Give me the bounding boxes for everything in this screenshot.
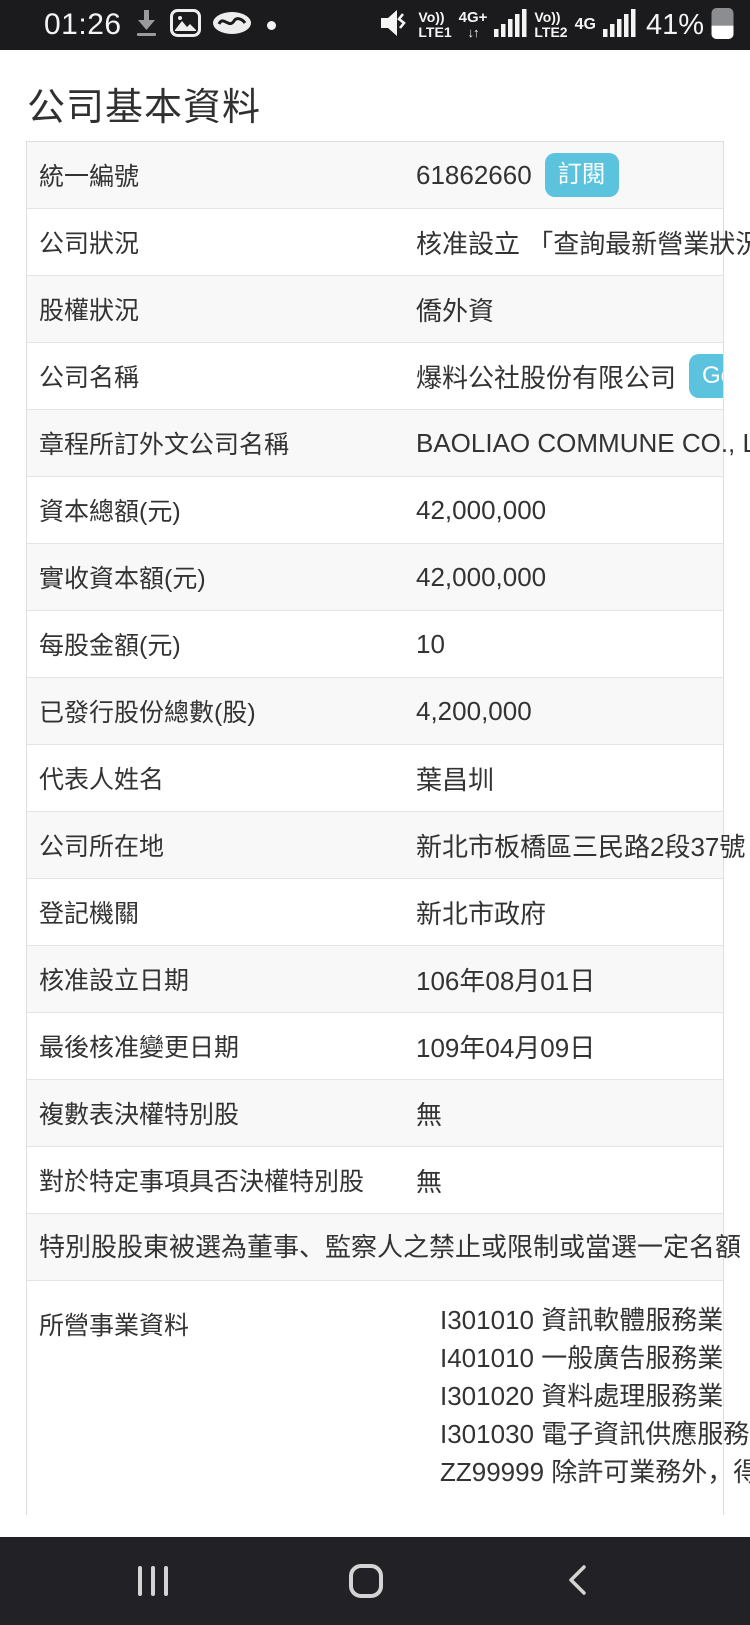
table-row: 核准設立日期 106年08月01日 (27, 945, 723, 1012)
sim2-network: 4G (574, 16, 596, 33)
row-value: 109年04月09日 (416, 1032, 596, 1063)
business-item: I301020 資料處理服務業 (440, 1381, 724, 1411)
table-row: 對於特定事項具否決權特別股 無 (27, 1146, 723, 1213)
business-item: ZZ99999 除許可業務外，得 (440, 1457, 750, 1487)
row-value: 新北市政府 (416, 898, 547, 929)
row-value: 僑外資 (416, 295, 495, 326)
table-row: 每股金額(元) 10 (27, 610, 723, 677)
company-info-table: 統一編號 61862660 訂閱 公司狀況 核准設立 「查詢最新營業狀況 股權狀… (26, 141, 750, 1515)
row-label: 對於特定事項具否決權特別股 (39, 1168, 365, 1196)
signal-bars-icon (602, 8, 636, 42)
recents-button[interactable] (138, 1566, 168, 1596)
row-value: 42,000,000 (416, 494, 547, 525)
row-label: 統一編號 (39, 163, 140, 191)
business-item: I301010 資訊軟體服務業 (440, 1305, 724, 1335)
row-value: 106年08月01日 (416, 965, 596, 996)
download-icon (133, 8, 159, 43)
recents-icon (138, 1566, 168, 1596)
mute-vibrate-icon (377, 6, 411, 45)
table-row: 實收資本額(元) 42,000,000 (27, 543, 723, 610)
gallery-icon (169, 8, 201, 42)
business-item: I301030 電子資訊供應服務業 (440, 1419, 750, 1449)
sim2-label: Vo)) LTE2 (534, 9, 568, 40)
sim1-network: 4G+ ↓↑ (458, 9, 488, 40)
row-label: 實收資本額(元) (39, 565, 206, 593)
sim1-label: Vo)) LTE1 (418, 9, 452, 40)
row-value: 10 (416, 628, 445, 659)
table-row: 代表人姓名 葉昌圳 (27, 744, 723, 811)
row-value: BAOLIAO COMMUNE CO., LTD. (416, 427, 750, 458)
row-label: 公司名稱 (39, 364, 140, 392)
row-label: 股權狀況 (39, 297, 140, 325)
row-value: 新北市板橋區三民路2段37號 (416, 831, 746, 862)
notification-dot (266, 20, 276, 30)
android-nav-bar (0, 1537, 750, 1625)
table-row: 股權狀況 僑外資 (27, 275, 723, 342)
row-value: 核准設立 「查詢最新營業狀況 (416, 228, 750, 259)
battery-icon (711, 7, 734, 44)
wave-logo-icon (212, 11, 252, 40)
row-value: 無 (416, 1166, 443, 1197)
special-shares-note-row: 特別股股東被選為董事、監察人之禁止或限制或當選一定名額 (27, 1213, 741, 1280)
status-bar-right: Vo)) LTE1 4G+ ↓↑ Vo)) LTE2 4G 41% (377, 6, 750, 45)
row-label: 已發行股份總數(股) (39, 699, 256, 727)
business-items-row: 所營事業資料 I301010 資訊軟體服務業 I401010 一般廣告服務業 I… (27, 1280, 750, 1515)
row-label: 公司所在地 (39, 833, 165, 861)
row-label: 公司狀況 (39, 230, 140, 258)
table-row: 資本總額(元) 42,000,000 (27, 476, 723, 543)
status-bar-left: 01:26 (0, 8, 276, 43)
row-label: 資本總額(元) (39, 498, 181, 526)
table-row: 公司名稱 爆料公社股份有限公司 Google (27, 342, 723, 409)
clock: 01:26 (44, 8, 122, 41)
subscribe-button[interactable]: 訂閱 (544, 153, 619, 197)
table-row: 登記機關 新北市政府 (27, 878, 723, 945)
google-search-button[interactable]: Google (689, 354, 723, 398)
row-value: 葉昌圳 (416, 764, 495, 795)
table-row: 公司狀況 核准設立 「查詢最新營業狀況 (27, 208, 750, 275)
table-row: 已發行股份總數(股) 4,200,000 (27, 677, 723, 744)
signal-bars-icon (494, 8, 527, 42)
table-row: 複數表決權特別股 無 (27, 1079, 723, 1146)
home-button[interactable] (349, 1564, 383, 1598)
home-icon (349, 1564, 383, 1598)
table-row: 公司所在地 新北市板橋區三民路2段37號 (27, 811, 745, 878)
row-value: 4,200,000 (416, 695, 532, 726)
back-button[interactable] (564, 1562, 590, 1601)
status-bar: 01:26 Vo)) LTE1 4G+ ↓↑ Vo)) LTE2 4 (0, 0, 750, 50)
page-title: 公司基本資料 (27, 87, 262, 129)
row-label: 複數表決權特別股 (39, 1101, 240, 1129)
row-label: 最後核准變更日期 (39, 1034, 240, 1062)
row-label: 所營事業資料 (39, 1312, 190, 1340)
row-label: 代表人姓名 (39, 766, 165, 794)
table-row: 章程所訂外文公司名稱 BAOLIAO COMMUNE CO., LTD. (27, 409, 750, 476)
row-label: 登記機關 (39, 900, 140, 928)
row-value: 無 (416, 1099, 443, 1130)
row-label: 每股金額(元) (39, 632, 181, 660)
row-value: 爆料公社股份有限公司 (416, 362, 677, 393)
row-label: 章程所訂外文公司名稱 (39, 431, 290, 459)
row-value: 61862660 (416, 159, 532, 190)
row-value: 42,000,000 (416, 561, 547, 592)
business-item: I401010 一般廣告服務業 (440, 1343, 724, 1373)
table-row: 最後核准變更日期 109年04月09日 (27, 1012, 723, 1079)
business-items-list: I301010 資訊軟體服務業 I401010 一般廣告服務業 I301020 … (416, 1301, 750, 1491)
row-label: 核准設立日期 (39, 967, 190, 995)
battery-percent: 41% (645, 8, 704, 41)
table-row: 統一編號 61862660 訂閱 (27, 142, 723, 208)
back-icon (564, 1562, 590, 1601)
